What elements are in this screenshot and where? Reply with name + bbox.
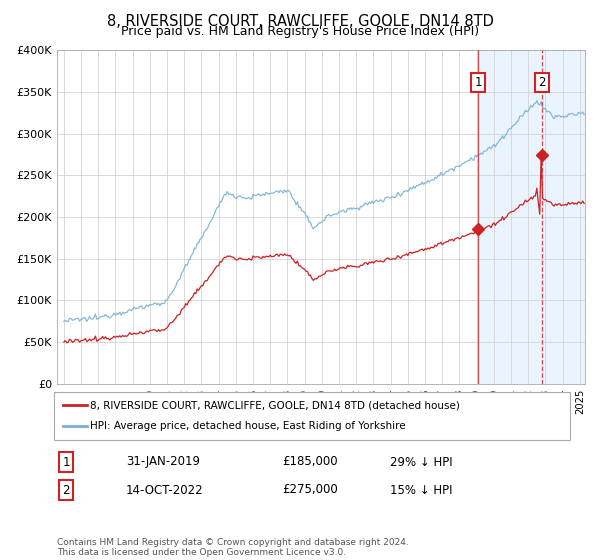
Text: 2: 2 — [62, 483, 70, 497]
Text: £185,000: £185,000 — [282, 455, 338, 469]
Text: 2: 2 — [538, 76, 545, 88]
Text: Contains HM Land Registry data © Crown copyright and database right 2024.
This d: Contains HM Land Registry data © Crown c… — [57, 538, 409, 557]
Text: 15% ↓ HPI: 15% ↓ HPI — [390, 483, 452, 497]
Text: 8, RIVERSIDE COURT, RAWCLIFFE, GOOLE, DN14 8TD: 8, RIVERSIDE COURT, RAWCLIFFE, GOOLE, DN… — [107, 14, 493, 29]
Bar — [478, 50, 585, 384]
Text: £275,000: £275,000 — [282, 483, 338, 497]
Text: 14-OCT-2022: 14-OCT-2022 — [126, 483, 203, 497]
Text: 1: 1 — [62, 455, 70, 469]
Text: 29% ↓ HPI: 29% ↓ HPI — [390, 455, 452, 469]
Text: 8, RIVERSIDE COURT, RAWCLIFFE, GOOLE, DN14 8TD (detached house): 8, RIVERSIDE COURT, RAWCLIFFE, GOOLE, DN… — [90, 400, 460, 410]
Text: Price paid vs. HM Land Registry's House Price Index (HPI): Price paid vs. HM Land Registry's House … — [121, 25, 479, 38]
Text: 31-JAN-2019: 31-JAN-2019 — [126, 455, 200, 469]
Text: HPI: Average price, detached house, East Riding of Yorkshire: HPI: Average price, detached house, East… — [90, 421, 406, 431]
Text: 1: 1 — [474, 76, 482, 88]
